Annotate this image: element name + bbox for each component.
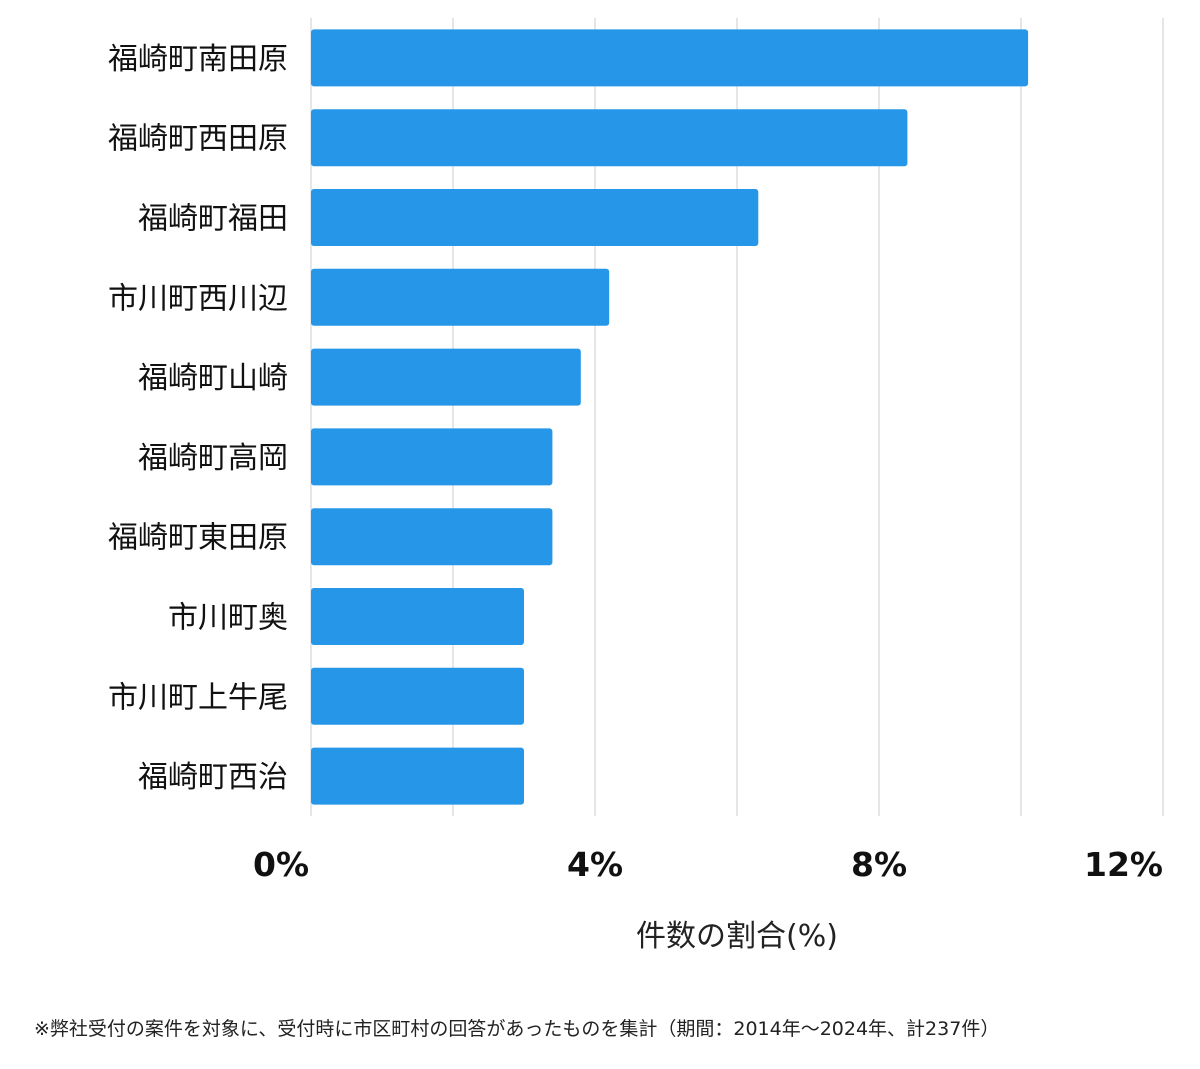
- bar-9: [311, 747, 524, 805]
- bar-5: [311, 428, 553, 486]
- bar-1: [311, 109, 908, 167]
- category-label-1: 福崎町西田原: [108, 122, 288, 157]
- x-tick-label-0: 0%: [253, 845, 309, 884]
- category-labels: 福崎町南田原福崎町西田原福崎町福田市川町西川辺福崎町山崎福崎町高岡福崎町東田原市…: [108, 42, 288, 795]
- category-label-9: 福崎町西治: [138, 760, 288, 795]
- x-tick-label-2: 8%: [851, 845, 907, 884]
- bar-0: [311, 29, 1029, 87]
- category-label-0: 福崎町南田原: [108, 42, 288, 77]
- category-label-3: 市川町西川辺: [108, 281, 288, 316]
- bar-8: [311, 667, 524, 725]
- category-label-4: 福崎町山崎: [138, 361, 288, 396]
- category-label-8: 市川町上牛尾: [108, 680, 288, 715]
- bar-chart: 福崎町南田原福崎町西田原福崎町福田市川町西川辺福崎町山崎福崎町高岡福崎町東田原市…: [108, 18, 1164, 954]
- bar-6: [311, 508, 553, 566]
- category-label-6: 福崎町東田原: [108, 521, 288, 556]
- x-tick-label-1: 4%: [567, 845, 623, 884]
- bar-4: [311, 348, 581, 406]
- bar-3: [311, 268, 610, 326]
- x-tick-label-3: 12%: [1084, 845, 1163, 884]
- category-label-5: 福崎町高岡: [138, 441, 288, 476]
- category-label-7: 市川町奥: [168, 601, 288, 636]
- x-axis-title: 件数の割合(%): [636, 919, 838, 954]
- x-tick-labels: 0% 4% 8% 12%: [253, 845, 1163, 884]
- category-label-2: 福崎町福田: [138, 202, 288, 237]
- bar-2: [311, 189, 759, 246]
- bar-7: [311, 588, 524, 645]
- footnote: ※弊社受付の案件を対象に、受付時に市区町村の回答があったものを集計（期間：201…: [34, 1018, 1000, 1040]
- bars: [311, 29, 1029, 805]
